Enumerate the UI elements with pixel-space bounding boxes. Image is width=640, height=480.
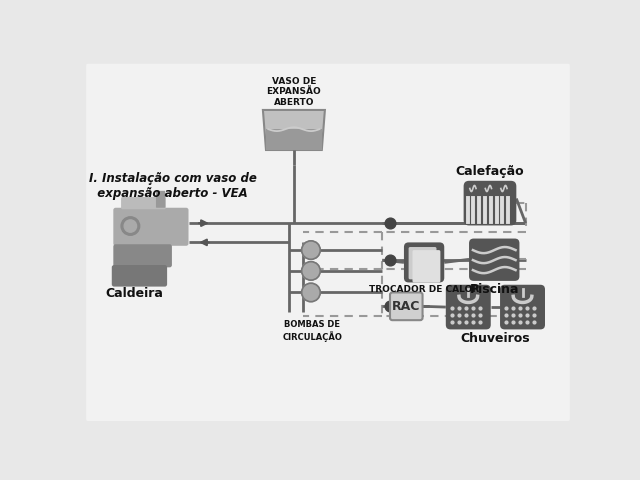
Text: Calefação: Calefação	[456, 165, 524, 178]
FancyBboxPatch shape	[113, 244, 172, 267]
FancyBboxPatch shape	[121, 197, 166, 209]
Text: Chuveiros: Chuveiros	[461, 333, 530, 346]
FancyBboxPatch shape	[500, 285, 545, 329]
Point	[385, 219, 395, 227]
FancyBboxPatch shape	[446, 285, 491, 329]
Circle shape	[301, 262, 320, 280]
FancyBboxPatch shape	[156, 191, 165, 208]
FancyBboxPatch shape	[112, 265, 167, 287]
Point	[385, 302, 395, 310]
Text: Piscina: Piscina	[470, 283, 519, 296]
FancyBboxPatch shape	[469, 239, 520, 281]
Circle shape	[301, 283, 320, 302]
FancyBboxPatch shape	[408, 247, 436, 279]
FancyBboxPatch shape	[404, 242, 444, 282]
Text: BOMBAS DE
CIRCULAÇÃO: BOMBAS DE CIRCULAÇÃO	[283, 320, 342, 342]
FancyBboxPatch shape	[463, 181, 516, 226]
Polygon shape	[263, 110, 325, 150]
FancyBboxPatch shape	[86, 64, 570, 421]
Text: RAC: RAC	[392, 300, 420, 313]
Text: I. Instalação com vaso de
  expansão aberto - VEA: I. Instalação com vaso de expansão abert…	[90, 171, 257, 200]
FancyBboxPatch shape	[390, 292, 422, 320]
Circle shape	[301, 241, 320, 259]
Point	[385, 256, 395, 264]
Circle shape	[121, 217, 140, 235]
Polygon shape	[266, 129, 322, 150]
Circle shape	[124, 220, 136, 232]
Text: VASO DE
EXPANSÃO
ABERTO: VASO DE EXPANSÃO ABERTO	[266, 77, 321, 107]
FancyBboxPatch shape	[412, 250, 440, 282]
FancyBboxPatch shape	[113, 208, 189, 246]
Text: TROCADOR DE CALOR: TROCADOR DE CALOR	[369, 285, 479, 294]
Text: Caldeira: Caldeira	[106, 287, 163, 300]
